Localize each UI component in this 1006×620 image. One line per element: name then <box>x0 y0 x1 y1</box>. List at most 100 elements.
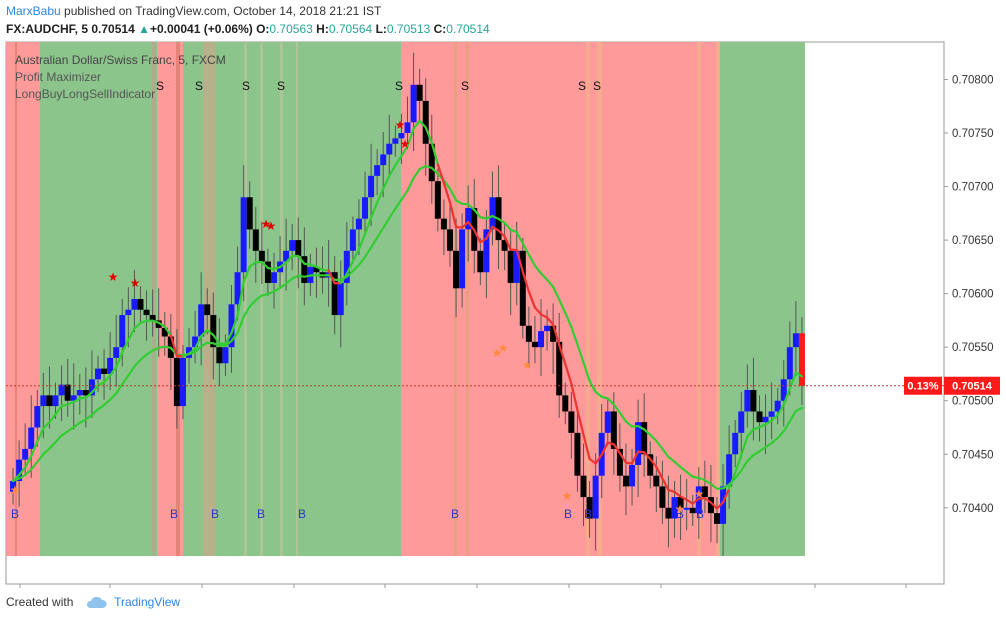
profit-maximizer-fast-line <box>630 450 640 465</box>
signal-stripe <box>152 42 156 556</box>
profit-maximizer-fast-line <box>497 229 506 238</box>
profit-maximizer-fast-line <box>570 382 579 411</box>
candle <box>580 475 587 498</box>
candle <box>501 240 508 251</box>
profit-maximizer-slow-line <box>388 207 397 220</box>
profit-maximizer-fast-line <box>206 328 215 337</box>
candle <box>64 384 71 401</box>
published-text: published on TradingView.com, October 14… <box>64 4 382 18</box>
candle <box>756 411 763 423</box>
candle <box>677 497 684 508</box>
candle <box>155 320 162 328</box>
signal-stripe <box>716 42 720 556</box>
profit-maximizer-slow-line <box>224 339 233 347</box>
profit-maximizer-fast-line <box>109 366 118 377</box>
profit-maximizer-slow-line <box>382 216 391 230</box>
profit-maximizer-slow-line <box>685 470 694 478</box>
profit-maximizer-fast-line <box>115 351 124 369</box>
profit-maximizer-fast-line <box>193 335 203 350</box>
profit-maximizer-slow-line <box>84 413 94 421</box>
change-value: +0.00041 (+0.06%) <box>149 22 253 36</box>
profit-maximizer-slow-line <box>740 459 749 472</box>
footer: Created with TradingView <box>6 595 180 612</box>
candle <box>204 304 211 316</box>
candle <box>161 327 168 337</box>
candlestick-chart[interactable]: 0.70800 0.70750 0.70700 0.70650 0.70600 0.705… <box>0 0 1006 592</box>
change-pct-tag <box>904 376 942 395</box>
profit-maximizer-fast-line <box>200 328 209 338</box>
candle <box>295 240 302 257</box>
profit-maximizer-fast-line <box>72 397 81 403</box>
signal-stripe <box>15 42 17 556</box>
profit-maximizer-fast-line <box>169 334 178 357</box>
sell-marker: S <box>195 79 203 93</box>
profit-maximizer-fast-line <box>236 280 245 317</box>
tradingview-link[interactable]: TradingView <box>114 595 181 609</box>
profit-maximizer-slow-line <box>764 441 773 449</box>
profit-maximizer-slow-line <box>576 343 585 364</box>
candle <box>774 400 781 412</box>
profit-maximizer-fast-line <box>242 265 251 283</box>
profit-maximizer-fast-line <box>351 247 361 263</box>
signal-star-icon: ★ <box>694 487 705 501</box>
candle <box>525 325 532 342</box>
profit-maximizer-fast-line <box>679 495 688 501</box>
profit-maximizer-fast-line <box>412 119 421 130</box>
profit-maximizer-fast-line <box>424 126 433 144</box>
profit-maximizer-slow-line <box>72 421 81 429</box>
author-link[interactable]: MarxBabu <box>6 4 61 18</box>
profit-maximizer-slow-line <box>746 454 755 463</box>
candle <box>586 497 593 519</box>
profit-maximizer-slow-line <box>139 353 148 361</box>
profit-maximizer-slow-line <box>376 226 385 239</box>
profit-maximizer-fast-line <box>102 374 112 384</box>
profit-maximizer-fast-line <box>734 454 743 474</box>
candle <box>780 379 787 401</box>
signal-stripe <box>296 42 298 556</box>
profit-maximizer-fast-line <box>406 127 415 148</box>
signal-star-icon: ★ <box>675 502 686 516</box>
profit-maximizer-slow-line <box>515 231 524 245</box>
profit-maximizer-slow-line <box>491 214 500 220</box>
candle <box>70 395 77 401</box>
profit-maximizer-fast-line <box>96 381 106 387</box>
close-label: C: <box>433 22 447 36</box>
profit-maximizer-fast-line <box>163 325 172 337</box>
candle <box>173 357 180 407</box>
profit-maximizer-slow-line <box>624 420 634 428</box>
y-tick-label: 0.70400 <box>952 503 994 515</box>
signal-stripe <box>203 42 215 556</box>
candle <box>459 229 466 289</box>
profit-maximizer-fast-line <box>84 391 94 399</box>
last-price-tag <box>944 376 1000 395</box>
candle <box>283 250 290 262</box>
profit-maximizer-slow-line <box>527 253 537 267</box>
candle <box>198 304 205 337</box>
profit-maximizer-fast-line <box>521 270 530 293</box>
profit-maximizer-slow-line <box>48 441 57 450</box>
profit-maximizer-slow-line <box>794 406 804 413</box>
signal-stripe <box>176 42 180 556</box>
profit-maximizer-fast-line <box>285 254 294 264</box>
profit-maximizer-fast-line <box>224 331 233 346</box>
profit-maximizer-slow-line <box>643 428 652 436</box>
candle <box>301 256 308 283</box>
profit-maximizer-fast-line <box>703 497 713 504</box>
candle <box>513 250 520 283</box>
profit-maximizer-fast-line <box>479 237 488 244</box>
profit-maximizer-slow-line <box>272 286 282 293</box>
profit-maximizer-slow-line <box>102 398 112 407</box>
profit-maximizer-slow-line <box>109 392 118 401</box>
candle <box>28 427 35 449</box>
profit-maximizer-slow-line <box>291 274 300 280</box>
candle <box>622 475 629 487</box>
profit-maximizer-fast-line <box>485 225 494 240</box>
profit-maximizer-slow-line <box>363 246 373 259</box>
candle <box>701 486 708 498</box>
close-value: 0.70514 <box>446 22 490 36</box>
candle <box>355 218 362 230</box>
symbol-label: FX:AUDCHF, 5 <box>6 22 89 36</box>
profit-maximizer-slow-line <box>24 468 33 477</box>
profit-maximizer-fast-line <box>643 451 652 461</box>
profit-maximizer-fast-line <box>357 233 367 251</box>
